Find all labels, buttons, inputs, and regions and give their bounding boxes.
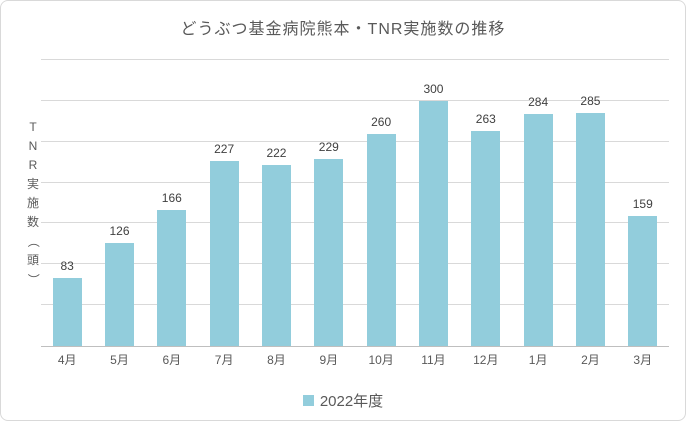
- gridline: [41, 222, 669, 224]
- bar-value-label: 126: [109, 224, 130, 239]
- bar-slot: 285: [564, 60, 616, 346]
- bar-slot: 159: [617, 60, 669, 346]
- gridline: [41, 59, 669, 60]
- x-axis-label: 6月: [162, 353, 182, 367]
- y-axis-title-char: R: [28, 157, 38, 172]
- x-axis-label: 7月: [214, 353, 234, 367]
- x-axis-label: 1月: [528, 353, 548, 367]
- bar-slot: 126: [93, 60, 145, 346]
- gridline: [41, 181, 669, 183]
- x-axis: 4月 5月 6月 7月 8月 9月 10月 11月 12月 1月 2月 3月: [41, 351, 669, 369]
- bars-layer: 83 126 166 227 222 229 260 300 263 284 285 159: [41, 60, 669, 346]
- bar-slot: 227: [198, 60, 250, 346]
- bar-value-label: 227: [214, 141, 235, 156]
- y-axis-title-char: （: [26, 234, 41, 248]
- x-axis-label: 12月: [473, 353, 499, 367]
- x-axis-label: 10月: [368, 353, 394, 367]
- bar: [104, 243, 134, 346]
- bar-value-label: 229: [318, 139, 339, 154]
- y-axis-title-char: 頭: [26, 252, 39, 267]
- gridline: [41, 99, 669, 101]
- legend-series-label: 2022年度: [319, 393, 384, 410]
- bar: [471, 131, 501, 346]
- y-axis-title-char: ）: [26, 272, 41, 286]
- legend-series-marker-icon: [302, 395, 314, 406]
- plot-area: 83 126 166 227 222 229 260 300 263 284 285 159: [41, 59, 669, 347]
- x-axis-label: 5月: [110, 353, 129, 367]
- bar-value-label: 166: [161, 191, 182, 206]
- bar-slot: 263: [460, 60, 512, 346]
- legend: 2022年度: [1, 390, 685, 411]
- bar-value-label: 159: [632, 197, 653, 212]
- bar-slot: 260: [355, 60, 407, 346]
- x-axis-label: 3月: [633, 353, 653, 367]
- bar-value-label: 263: [475, 112, 496, 127]
- gridline: [41, 263, 669, 265]
- bar: [628, 216, 658, 346]
- gridline: [41, 140, 669, 142]
- y-axis-title: T N R 実施数 （ 頭 ）: [23, 60, 43, 346]
- bar-value-label: 284: [528, 94, 549, 109]
- bar: [157, 210, 187, 346]
- y-axis-title-char: T: [29, 119, 37, 134]
- bar-slot: 83: [41, 60, 93, 346]
- y-axis-title-char: N: [28, 138, 38, 153]
- x-axis-label: 2月: [581, 353, 600, 367]
- bar: [209, 160, 239, 346]
- y-axis-title-char: 実: [26, 176, 39, 191]
- bar: [366, 133, 396, 346]
- bar-value-label: 300: [423, 81, 444, 96]
- y-axis-title-char: 数: [26, 214, 39, 229]
- bar-value-label: 222: [266, 145, 287, 160]
- x-axis-label: 4月: [57, 353, 77, 367]
- bar-slot: 229: [303, 60, 355, 346]
- x-axis-label: 9月: [319, 353, 339, 367]
- bar-slot: 300: [407, 60, 459, 346]
- chart-title: どうぶつ基金病院熊本・TNR実施数の推移: [180, 21, 506, 38]
- bar: [314, 158, 344, 346]
- bar-value-label: 260: [371, 114, 392, 129]
- bar-value-label: 83: [60, 259, 74, 274]
- bar: [575, 113, 605, 346]
- bar-slot: 222: [250, 60, 302, 346]
- bar-slot: 284: [512, 60, 564, 346]
- x-axis-label: 8月: [267, 353, 286, 367]
- bar-slot: 166: [146, 60, 198, 346]
- x-axis-label: 11月: [421, 353, 446, 367]
- gridline: [41, 304, 669, 306]
- bar: [418, 100, 448, 346]
- bar: [523, 113, 553, 346]
- y-axis-title-char: 施: [26, 195, 39, 210]
- bar: [261, 164, 291, 346]
- bar: [52, 278, 82, 346]
- bar-value-label: 285: [580, 94, 601, 109]
